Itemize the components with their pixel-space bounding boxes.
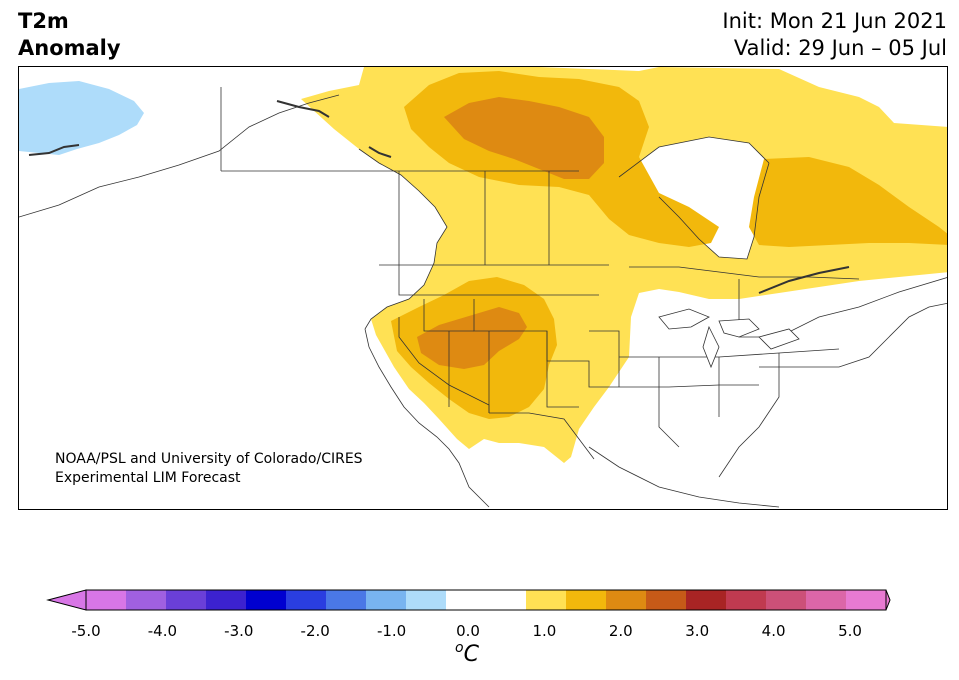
- colorbar-cell: [206, 590, 247, 610]
- colorbar-cell: [766, 590, 807, 610]
- map-title: T2m Anomaly: [18, 8, 121, 62]
- colorbar-tick-label: 2.0: [608, 622, 633, 640]
- colorbar-cell: [606, 590, 647, 610]
- colorbar-cell: [846, 590, 887, 610]
- colorbar-cell: [326, 590, 367, 610]
- anomaly-map: [18, 66, 948, 510]
- major-lines: [28, 100, 850, 294]
- colorbar-tick-label: 5.0: [838, 622, 862, 640]
- colorbar-unit: oC: [455, 640, 479, 667]
- colorbar: [46, 589, 891, 611]
- cool-anomaly-alaska: [19, 81, 144, 155]
- colorbar-cell: [126, 590, 167, 610]
- colorbar-cell: [686, 590, 727, 610]
- credit-text: NOAA/PSL and University of Colorado/CIRE…: [55, 450, 363, 488]
- colorbar-cell: [806, 590, 847, 610]
- credit-line-1: NOAA/PSL and University of Colorado/CIRE…: [55, 451, 363, 467]
- colorbar-tick-label: 4.0: [761, 622, 786, 640]
- warm-anomaly-level-2-quebec: [749, 157, 947, 247]
- warm-anomaly-level-3-west: [417, 307, 527, 369]
- colorbar-tick-label: -1.0: [376, 622, 407, 640]
- init-date: Init: Mon 21 Jun 2021: [722, 9, 947, 33]
- credit-line-2: Experimental LIM Forecast: [55, 470, 241, 486]
- title-line-1: T2m: [18, 9, 69, 33]
- colorbar-tick-label: 0.0: [456, 622, 480, 640]
- colorbar-tick-label: -2.0: [300, 622, 330, 640]
- colorbar-cell: [166, 590, 207, 610]
- colorbar-tick-label: -4.0: [147, 622, 178, 640]
- colorbar-tick-label: 3.0: [685, 622, 710, 640]
- colorbar-cell: [286, 590, 327, 610]
- colorbar-tick-label: 1.0: [532, 622, 557, 640]
- map-canvas: [19, 67, 947, 508]
- title-line-2: Anomaly: [18, 36, 121, 60]
- colorbar-cell: [526, 590, 567, 610]
- warm-anomaly-level-3-canada: [444, 97, 604, 179]
- map-borders: [19, 87, 947, 508]
- colorbar-cell: [86, 590, 127, 610]
- neutral-hudson-bay: [619, 137, 769, 259]
- colorbar-cell: [366, 590, 407, 610]
- colorbar-cell: [646, 590, 687, 610]
- colorbar-extend-high: [885, 589, 891, 611]
- colorbar-cell: [406, 590, 447, 610]
- valid-date: Valid: 29 Jun – 05 Jul: [733, 36, 947, 60]
- colorbar-tick-label: -5.0: [71, 622, 101, 640]
- unit-degree: o: [455, 640, 464, 656]
- colorbar-extend-low: [46, 589, 87, 611]
- colorbar-cell: [446, 590, 487, 610]
- unit-letter: C: [463, 642, 479, 667]
- colorbar-outline: [85, 589, 887, 611]
- colorbar-tick-label: -3.0: [224, 622, 254, 640]
- forecast-dates: Init: Mon 21 Jun 2021 Valid: 29 Jun – 05…: [722, 8, 947, 62]
- neutral-arctic-islands: [779, 67, 947, 107]
- colorbar-cell: [486, 590, 527, 610]
- great-lakes: [658, 308, 800, 369]
- colorbar-cell: [566, 590, 607, 610]
- colorbar-cell: [246, 590, 287, 610]
- colorbar-cells: [86, 590, 887, 610]
- colorbar-cell: [726, 590, 767, 610]
